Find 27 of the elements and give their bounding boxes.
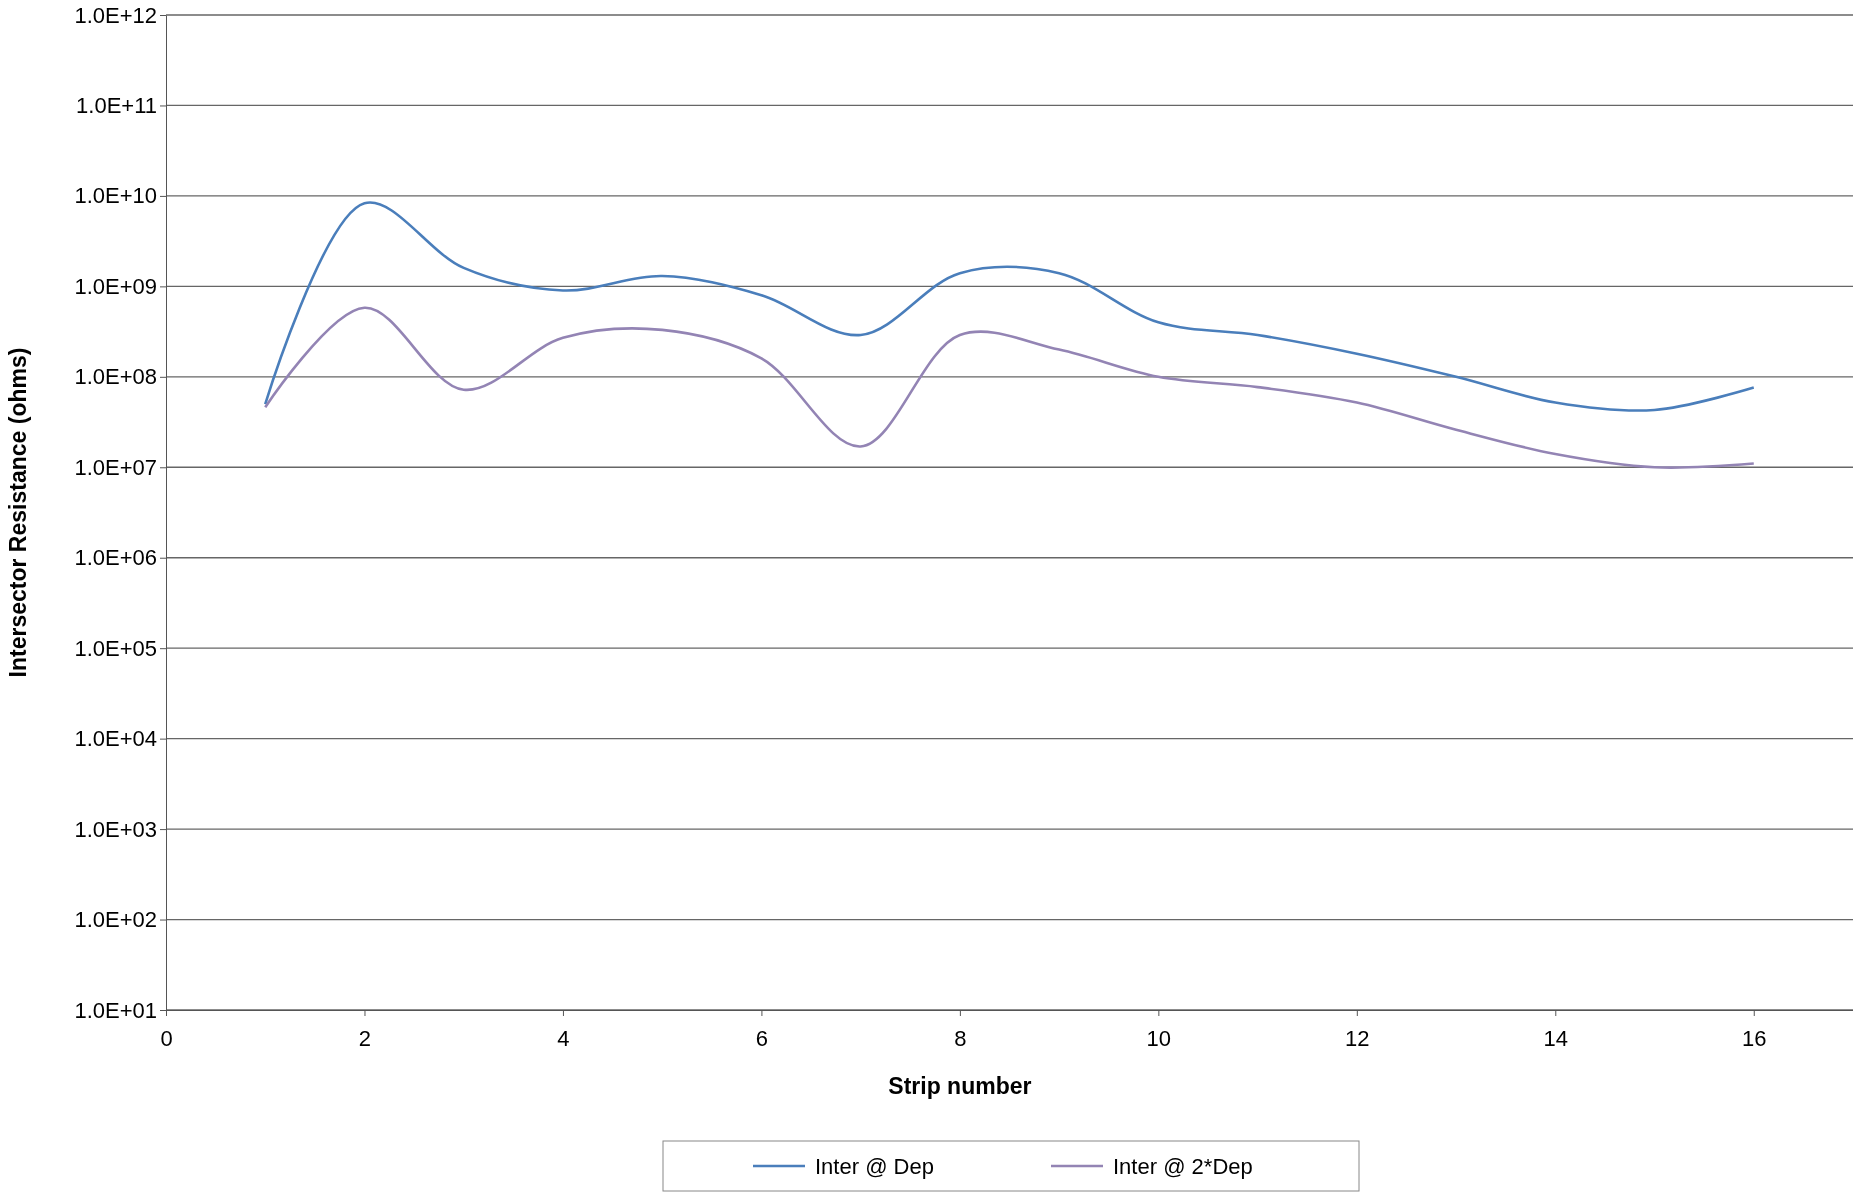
line-series: [263, 306, 1756, 469]
y-tick-label: 1.0E+07: [74, 454, 157, 480]
y-tick-label: 1.0E+03: [74, 816, 157, 842]
x-axis-title: Strip number: [888, 1073, 1032, 1099]
y-tick-label: 1.0E+01: [74, 997, 157, 1023]
x-tick-label: 4: [557, 1025, 570, 1051]
y-tick-label: 1.0E+05: [74, 635, 157, 661]
y-tick-label: 1.0E+04: [74, 726, 157, 752]
y-tick-label: 1.0E+11: [76, 92, 157, 118]
line-series: [263, 201, 1756, 412]
y-tick-label: 1.0E+12: [74, 2, 157, 28]
y-tick-label: 1.0E+10: [74, 183, 157, 209]
x-tick-label: 10: [1146, 1025, 1172, 1051]
x-tick-label: 14: [1543, 1025, 1569, 1051]
x-tick-label: 0: [160, 1025, 173, 1051]
y-tick-label: 1.0E+09: [74, 273, 157, 299]
x-tick-label: 2: [358, 1025, 372, 1051]
y-axis-title: Intersector Resistance (ohms): [5, 347, 31, 678]
legend-label: Inter @ Dep: [815, 1154, 934, 1179]
x-tick-label: 8: [954, 1025, 967, 1051]
y-tick-label: 1.0E+02: [74, 907, 157, 933]
y-tick-label: 1.0E+08: [74, 364, 157, 390]
x-tick-label: 12: [1345, 1025, 1370, 1051]
x-tick-label: 6: [755, 1025, 769, 1051]
y-tick-label: 1.0E+06: [74, 545, 157, 571]
legend-label: Inter @ 2*Dep: [1113, 1154, 1253, 1179]
x-tick-label: 16: [1742, 1025, 1767, 1051]
